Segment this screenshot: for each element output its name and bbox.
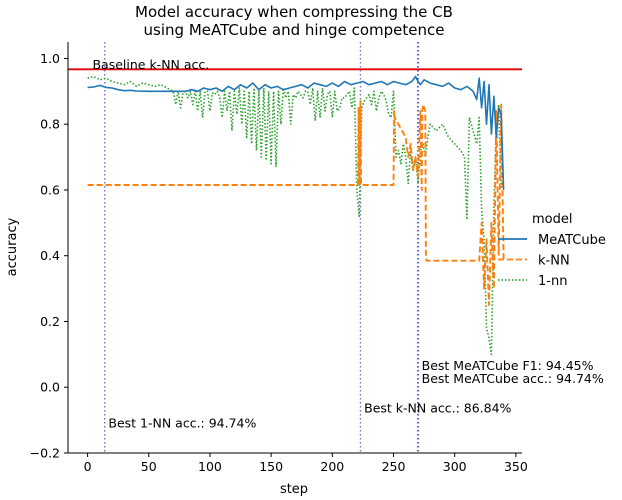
y-tick-label-0.6: 0.6: [40, 182, 60, 197]
x-axis-label: step: [280, 482, 308, 497]
plot-area: [68, 42, 522, 453]
x-tick-label-250: 250: [382, 459, 406, 474]
series-line-1-nn: [87, 75, 502, 356]
y-tick-label-0.4: 0.4: [40, 248, 60, 263]
y-tick-label-1: 1.0: [40, 51, 60, 66]
baseline-label: Baseline k-NN acc.: [92, 57, 209, 72]
vline-label-3: Best MeATCube F1: 94.45%: [422, 358, 594, 373]
axes-layer: 0 50 100 150 200 250 300 350 −0.2 0.0 0.2 0.4 0.6 0.8…: [30, 42, 528, 474]
x-tick-label-300: 300: [443, 459, 467, 474]
legend-label-meatcube: MeATCube: [538, 233, 606, 248]
y-axis-label: accuracy: [5, 217, 20, 276]
x-tick-label-200: 200: [320, 459, 344, 474]
x-tick-label-0: 0: [84, 459, 92, 474]
y-tick-label--0.2: −0.2: [30, 446, 60, 461]
vline-label-2: Best MeATCube acc.: 94.74%: [422, 371, 604, 386]
y-tick-label-0: 0.0: [40, 380, 60, 395]
legend-label-1-nn: 1-nn: [538, 274, 567, 289]
legend-title: model: [532, 212, 572, 227]
legend-label-k-nn: k-NN: [538, 254, 570, 269]
plot-layer: Baseline k-NN acc. Best 1-NN acc.: 94.74%…: [68, 42, 604, 453]
vline-label-0: Best 1-NN acc.: 94.74%: [108, 415, 256, 430]
legend: model MeATCube k-NN 1-nn: [498, 212, 606, 289]
series-line-k-nn: [87, 100, 505, 306]
x-tick-label-150: 150: [259, 459, 283, 474]
x-tick-label-350: 350: [504, 459, 528, 474]
vline-label-1: Best k-NN acc.: 86.84%: [364, 401, 511, 416]
y-tick-label-0.2: 0.2: [40, 314, 60, 329]
chart-title-line-2: using MeATCube and hinge competence: [144, 21, 445, 39]
x-tick-label-50: 50: [141, 459, 157, 474]
series-line-meatcube: [87, 75, 505, 191]
y-tick-label-0.8: 0.8: [40, 117, 60, 132]
legend-entries: MeATCube k-NN 1-nn: [498, 233, 606, 289]
x-tick-label-100: 100: [198, 459, 222, 474]
chart-title-line-1: Model accuracy when compressing the CB: [135, 3, 453, 21]
